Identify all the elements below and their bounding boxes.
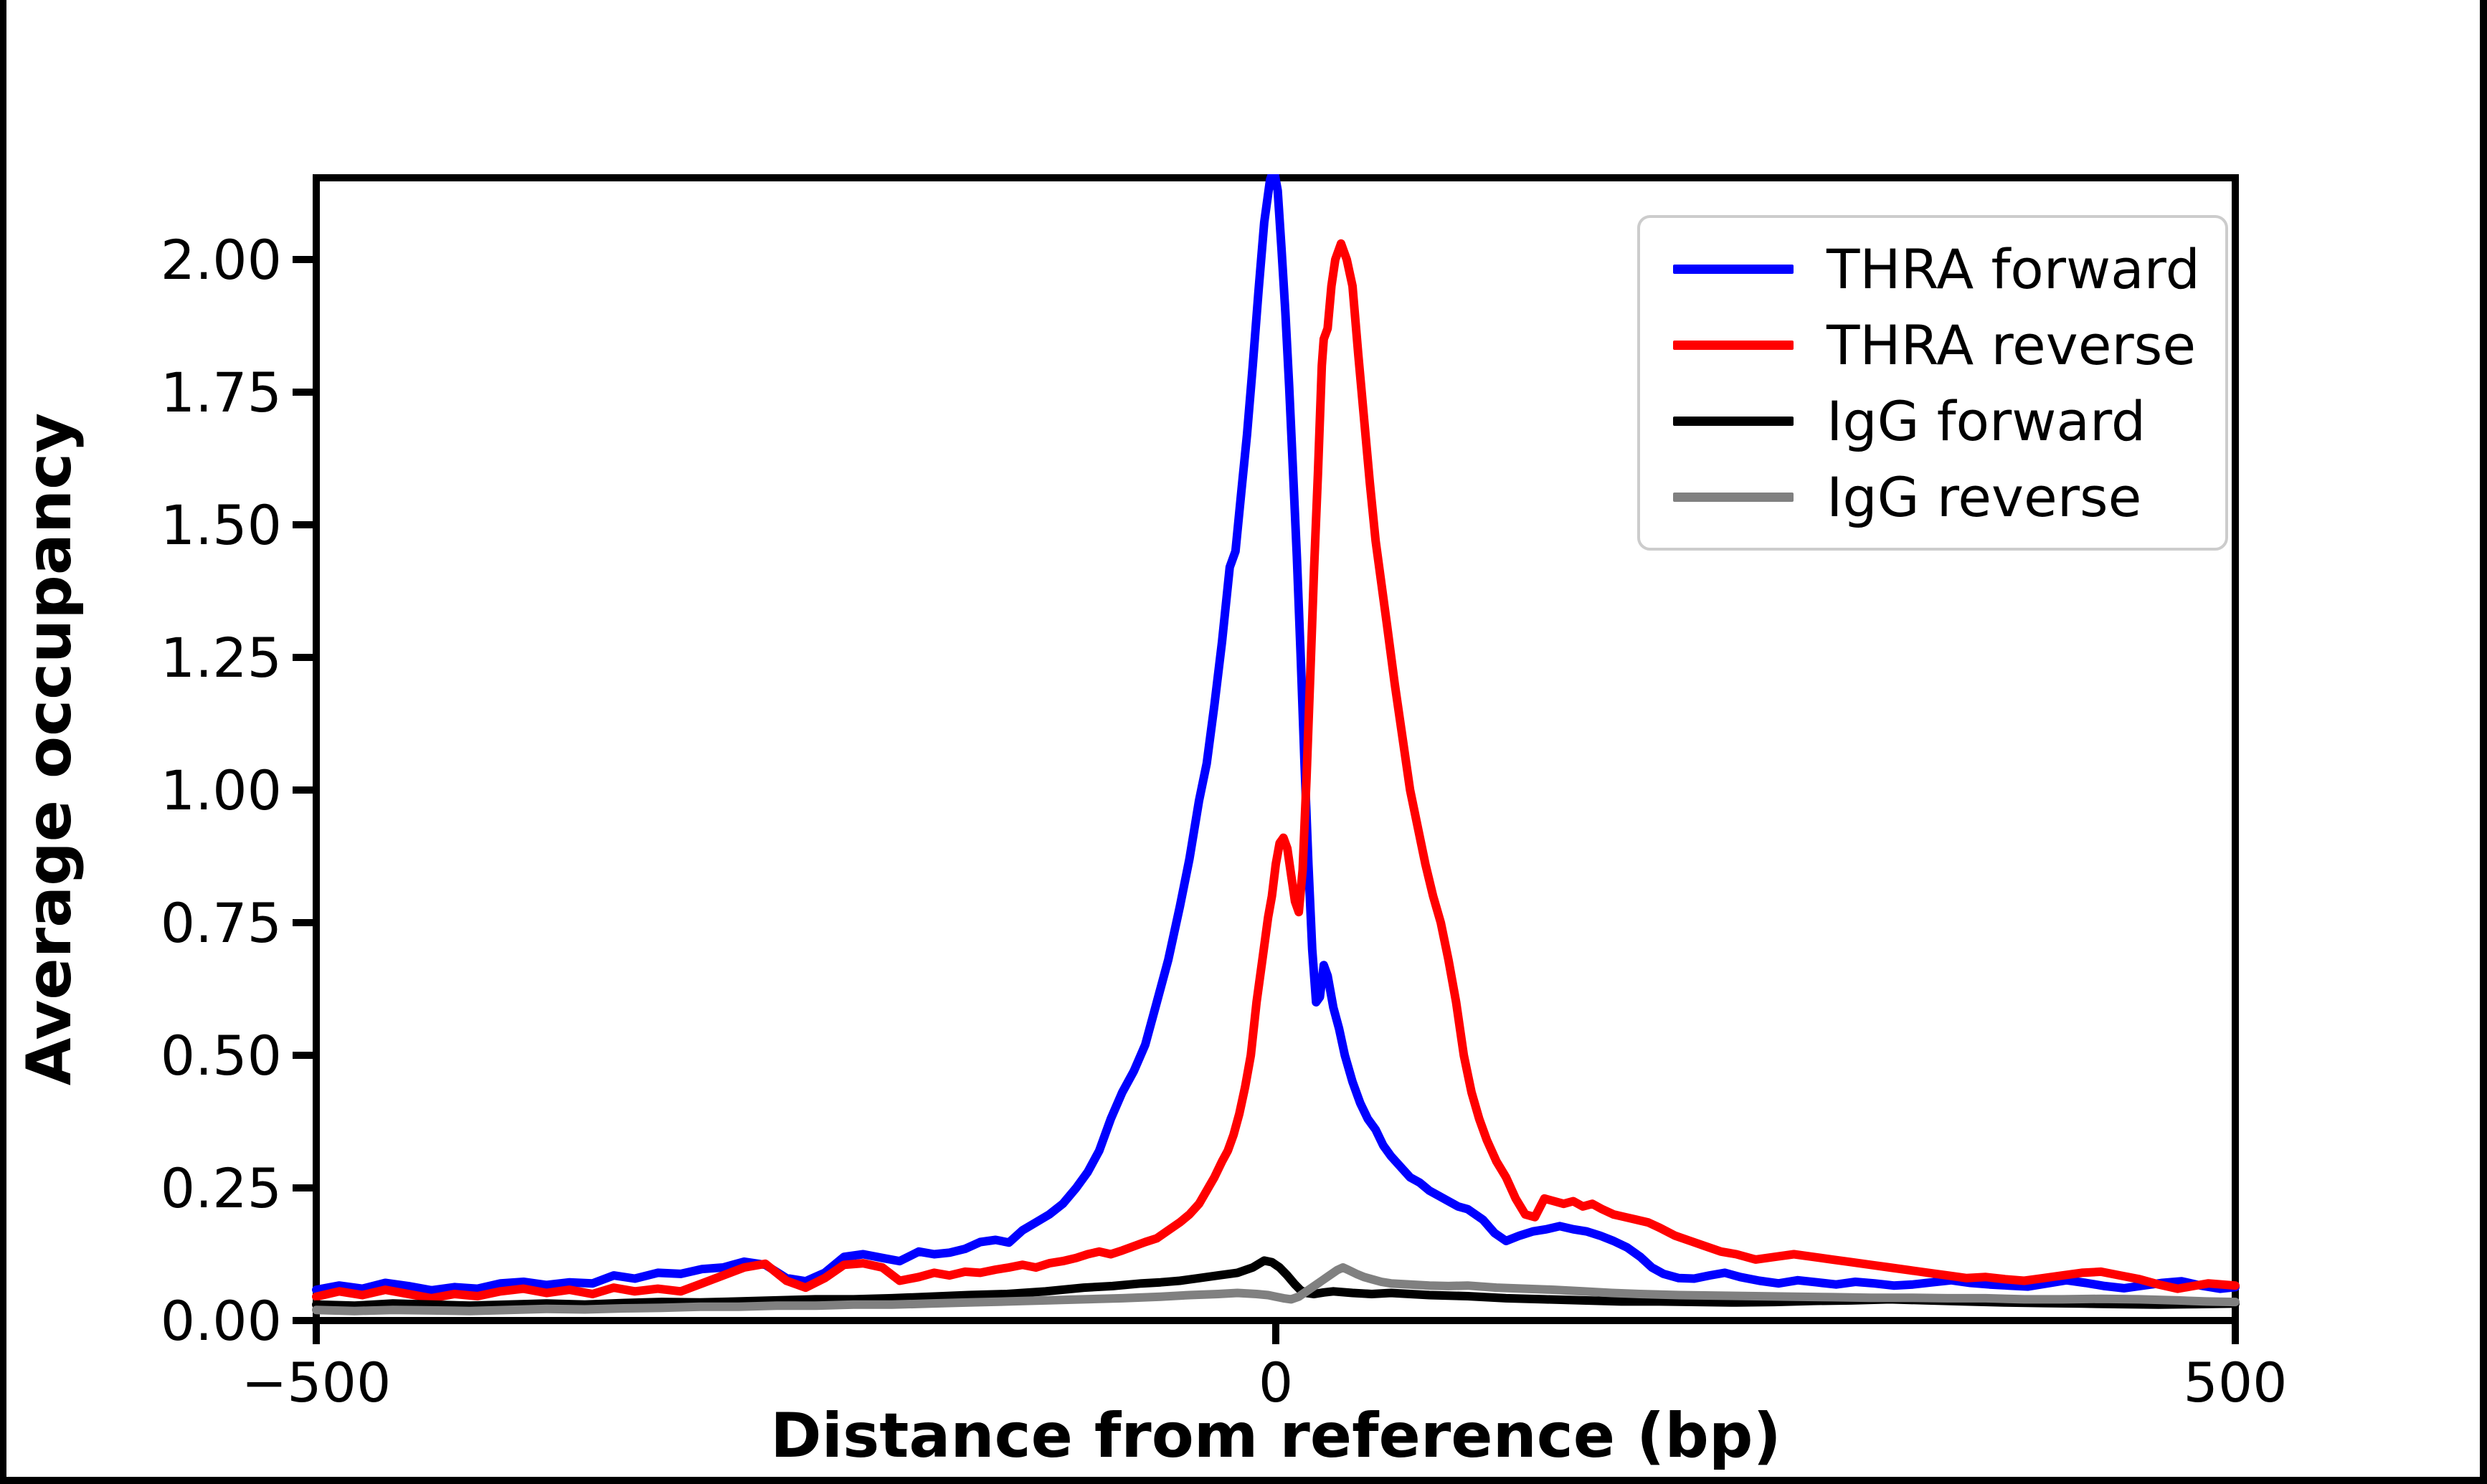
legend-label: IgG forward (1827, 389, 2146, 453)
y-axis-tick-labels: 0.00 0.25 0.50 0.75 1.00 1.25 1.50 1.75 2.00 (161, 228, 282, 1353)
y-tick-label: 2.00 (161, 228, 282, 292)
legend-item-thra-forward: THRA forward (1673, 232, 2200, 306)
y-tick-label: 0.00 (161, 1289, 282, 1353)
legend-line-sample (1673, 416, 1794, 426)
x-tick-label: −500 (242, 1351, 392, 1414)
legend-line-sample (1673, 492, 1794, 502)
series-line-igg-reverse (312, 1263, 2240, 1316)
legend-label: THRA reverse (1827, 313, 2197, 377)
frame-edge-right (2480, 0, 2487, 1484)
series-line-thra-forward (312, 174, 2240, 1295)
x-axis-ticks (313, 1324, 2239, 1344)
y-axis-ticks (293, 255, 313, 1324)
legend-line-sample (1673, 264, 1794, 274)
y-tick-label: 0.50 (161, 1024, 282, 1088)
series-line-thra-reverse (312, 239, 2240, 1303)
y-tick-label: 1.75 (161, 361, 282, 424)
legend-item-igg-reverse: IgG reverse (1673, 460, 2192, 534)
y-axis-title: Average occupancy (14, 413, 85, 1085)
x-axis-tick-labels: −500 0 500 (242, 1351, 2288, 1414)
legend-label: THRA forward (1827, 237, 2200, 301)
x-axis-title: Distance from reference (bp) (770, 1400, 1781, 1472)
y-tick-label: 1.50 (161, 493, 282, 557)
legend: THRA forward THRA reverse IgG forward IgG r… (1637, 215, 2228, 551)
legend-line-sample (1673, 340, 1794, 350)
y-tick-label: 1.00 (161, 758, 282, 822)
x-tick-label: 500 (2183, 1351, 2287, 1414)
frame-edge-bottom (0, 1477, 2487, 1484)
frame-edge-left (0, 0, 6, 1484)
legend-label: IgG reverse (1827, 465, 2142, 529)
y-tick-label: 1.25 (161, 626, 282, 690)
axes: −500 0 500 0.00 0.25 0.50 0.75 1.00 1.25 1.50 1.7… (161, 174, 2288, 1414)
data-series (312, 174, 2240, 1316)
y-tick-label: 0.75 (161, 891, 282, 955)
x-tick-label: 0 (1259, 1351, 1293, 1414)
legend-item-thra-reverse: THRA reverse (1673, 308, 2196, 382)
legend-item-igg-forward: IgG forward (1673, 384, 2192, 458)
y-tick-label: 0.25 (161, 1156, 282, 1220)
